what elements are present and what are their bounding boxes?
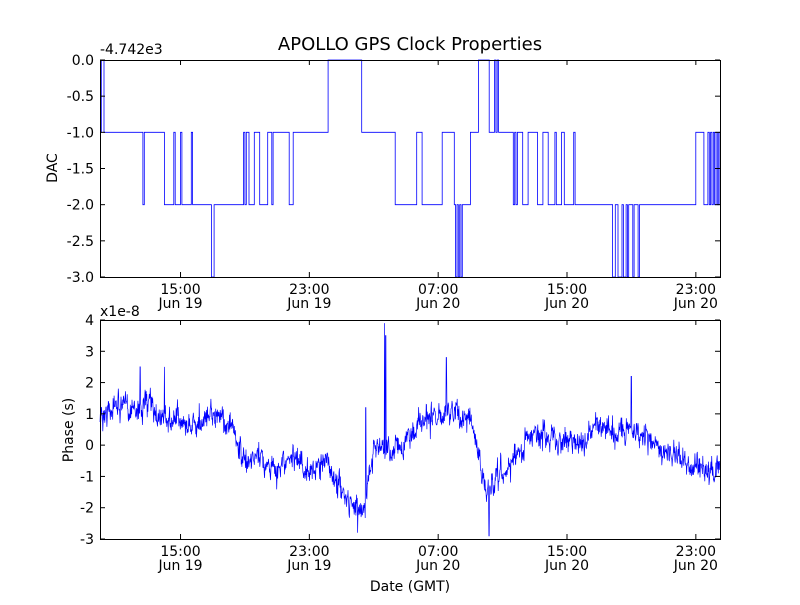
phase-offset-text: x1e-8: [100, 304, 140, 320]
phase-y-axis-label: Phase (s): [61, 398, 77, 462]
dac-x-tick-date: Jun 19: [157, 296, 202, 312]
phase-x-tick-date: Jun 20: [544, 558, 589, 574]
dac-x-tick-date: Jun 19: [286, 296, 331, 312]
dac-x-tick-time: 23:00: [289, 282, 329, 298]
phase-x-tick-date: Jun 19: [286, 558, 331, 574]
phase-x-tick-time: 15:00: [547, 544, 587, 560]
dac-series-group: [100, 59, 721, 278]
dac-y-tick-label: -2.0: [67, 198, 94, 214]
phase-series-group: [99, 323, 721, 537]
dac-x-tick-time: 15:00: [160, 282, 200, 298]
dac-x-tick-date: Jun 20: [415, 296, 460, 312]
dac-offset-text: -4.742e3: [100, 42, 163, 58]
dac-y-tick-label: -1.0: [67, 125, 94, 141]
phase-x-tick-time: 23:00: [289, 544, 329, 560]
phase-x-tick-time: 15:00: [160, 544, 200, 560]
dac-y-tick-label: 0.0: [72, 53, 94, 69]
phase-x-tick-time: 07:00: [418, 544, 458, 560]
phase-y-tick-label: 1: [85, 407, 94, 423]
dac-plot-frame: [100, 60, 721, 278]
dac-y-axis-label: DAC: [45, 153, 61, 183]
phase-y-tick-label: 4: [85, 313, 94, 329]
phase-x-tick-date: Jun 20: [415, 558, 460, 574]
dac-y-tick-label: -3.0: [67, 270, 94, 286]
dac-y-tick-label: -0.5: [67, 89, 94, 105]
phase-series-line: [99, 323, 721, 537]
phase-y-tick-label: 0: [85, 438, 94, 454]
phase-x-tick-date: Jun 20: [673, 558, 718, 574]
phase-y-tick-label: -1: [80, 469, 94, 485]
phase-plot-frame: [100, 320, 721, 540]
phase-y-tick-label: -2: [80, 501, 94, 517]
dac-y-tick-label: -1.5: [67, 162, 94, 178]
phase-x-axis-label: Date (GMT): [370, 579, 450, 595]
phase-y-tick-label: 2: [85, 376, 94, 392]
dac-y-tick-label: -2.5: [67, 234, 94, 250]
dac-x-tick-time: 07:00: [418, 282, 458, 298]
dac-x-tick-time: 23:00: [676, 282, 716, 298]
dac-x-tick-time: 15:00: [547, 282, 587, 298]
dac-x-tick-date: Jun 20: [544, 296, 589, 312]
chart-title: APOLLO GPS Clock Properties: [278, 34, 542, 55]
phase-x-tick-time: 23:00: [676, 544, 716, 560]
phase-x-tick-date: Jun 19: [157, 558, 202, 574]
dac-x-tick-date: Jun 20: [673, 296, 718, 312]
phase-y-tick-label: 3: [85, 344, 94, 360]
dac-series-line: [100, 59, 721, 278]
phase-y-tick-label: -3: [80, 532, 94, 548]
